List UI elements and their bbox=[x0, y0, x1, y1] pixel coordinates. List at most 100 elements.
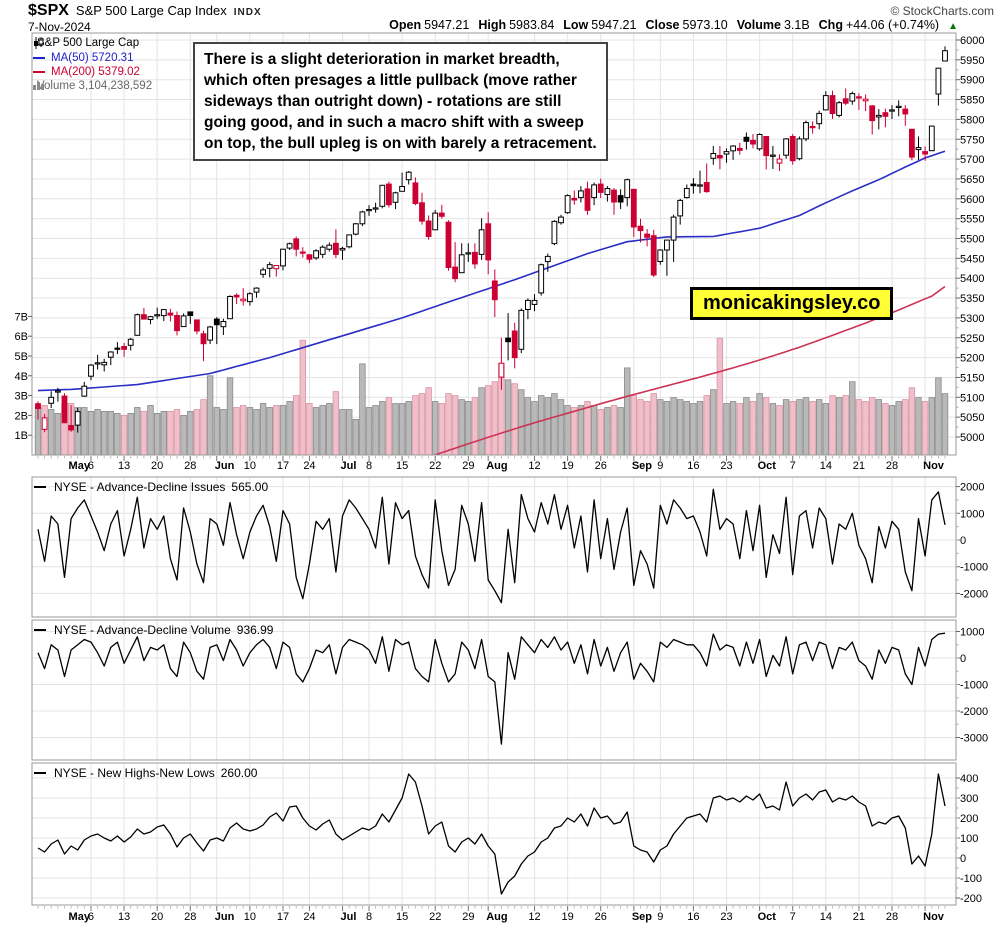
ticker-symbol: $SPX bbox=[28, 2, 69, 19]
price-axis-label: 5350 bbox=[960, 293, 984, 305]
price-axis-label: 5550 bbox=[960, 214, 984, 226]
line-swatch bbox=[34, 772, 46, 774]
x-axis-date-label: 26 bbox=[595, 911, 607, 923]
x-axis-date-label: 15 bbox=[396, 911, 408, 923]
price-axis-label: 5950 bbox=[960, 55, 984, 67]
indicator-axis-label: 0 bbox=[960, 535, 966, 547]
indicator-line-1 bbox=[37, 488, 946, 604]
price-axis-label: 5700 bbox=[960, 154, 984, 166]
x-axis-date-label: 20 bbox=[151, 911, 163, 923]
panel1-axis: 2000 1000 0 -1000 -2000 bbox=[956, 482, 988, 600]
x-axis-date-label: 13 bbox=[118, 911, 130, 923]
price-axis-label: 5100 bbox=[960, 392, 984, 404]
x-axis-date-label: 17 bbox=[277, 460, 289, 472]
indicator-axis-label: -1000 bbox=[960, 680, 988, 692]
price-axis: 5000 5050 5100 5150 5200 5250 5300 5350 5400 5450… bbox=[956, 35, 984, 444]
indicator-axis-label: -2000 bbox=[960, 706, 988, 718]
plot-borders bbox=[31, 32, 957, 906]
indicator-axis-label: -100 bbox=[960, 873, 982, 885]
price-axis-label: 5650 bbox=[960, 174, 984, 186]
indicator-axis-label: 0 bbox=[960, 653, 966, 665]
x-axis-date-label: 10 bbox=[244, 911, 256, 923]
x-axis-date-label: 28 bbox=[886, 460, 898, 472]
x-axis-month-label: Oct bbox=[758, 911, 777, 923]
header-title-row: $SPX S&P 500 Large Cap Index INDX bbox=[28, 2, 262, 20]
x-axis-month-label: Aug bbox=[486, 460, 507, 472]
x-axis-date-label: 24 bbox=[303, 460, 315, 472]
x-axis-month-label: May bbox=[69, 911, 91, 923]
ticker-exchange: INDX bbox=[233, 7, 262, 18]
x-axis-date-label: 20 bbox=[151, 460, 163, 472]
indicator-axis-label: 100 bbox=[960, 833, 978, 845]
ma50-line-swatch bbox=[33, 57, 45, 59]
indicator-axis-label: -3000 bbox=[960, 733, 988, 745]
x-axis-month-label: Jul bbox=[341, 460, 357, 472]
x-axis-month-label: May bbox=[69, 460, 91, 472]
x-axis-date-label: 28 bbox=[184, 460, 196, 472]
x-axis-date-label: 8 bbox=[366, 460, 372, 472]
x-axis-date-label: 7 bbox=[790, 911, 796, 923]
x-axis-date-label: 22 bbox=[429, 460, 441, 472]
quote-date: 7-Nov-2024 bbox=[28, 20, 91, 34]
price-axis-label: 5050 bbox=[960, 412, 984, 424]
quote-open: Open 5947.21 bbox=[389, 18, 470, 32]
price-axis-label: 6000 bbox=[960, 35, 984, 47]
x-axis-month-label: Jun bbox=[215, 911, 235, 923]
indicator-axis-label: -200 bbox=[960, 893, 982, 905]
x-axis-date-label: 7 bbox=[790, 460, 796, 472]
main-legend-series: S&P 500 Large Cap bbox=[33, 37, 139, 49]
x-axis-date-label: 12 bbox=[528, 460, 540, 472]
indicator-axis-label: -1000 bbox=[960, 562, 988, 574]
x-axis-date-label: 23 bbox=[720, 460, 732, 472]
line-swatch bbox=[34, 486, 46, 488]
indicator-line-3 bbox=[37, 773, 946, 895]
quote-change: Chg +44.06 (+0.74%) bbox=[818, 18, 940, 32]
volume-axis-label: 6B bbox=[15, 331, 28, 343]
indicator-axis-label: 2000 bbox=[960, 482, 984, 494]
price-axis-label: 5600 bbox=[960, 194, 984, 206]
volume-axis-label: 1B bbox=[15, 430, 28, 442]
ma200-line-swatch bbox=[33, 71, 45, 73]
x-axis-date-label: 26 bbox=[595, 460, 607, 472]
candlesticks bbox=[35, 46, 948, 433]
volume-axis-label: 7B bbox=[15, 311, 28, 323]
indicator-axis-label: -2000 bbox=[960, 588, 988, 600]
stockcharts-credit: © StockCharts.com bbox=[890, 4, 994, 18]
panel3-grid bbox=[32, 763, 956, 905]
price-axis-label: 5250 bbox=[960, 333, 984, 345]
x-axis-date-label: 24 bbox=[303, 911, 315, 923]
volume-axis-label: 4B bbox=[15, 371, 28, 383]
panel2-legend: NYSE - Advance-Decline Volume 936.99 bbox=[34, 623, 273, 637]
x-axis-month-label: Sep bbox=[632, 911, 652, 923]
price-axis-label: 5750 bbox=[960, 134, 984, 146]
price-axis-label: 5900 bbox=[960, 75, 984, 87]
panel2-axis: 1000 0 -1000 -2000 -3000 bbox=[956, 627, 988, 745]
x-axis-month-label: Nov bbox=[923, 911, 945, 923]
quote-volume: Volume 3.1B bbox=[736, 18, 810, 32]
x-axis-date-label: 14 bbox=[820, 460, 832, 472]
x-axis-date-label: 28 bbox=[886, 911, 898, 923]
x-axis-date-label: 21 bbox=[853, 460, 865, 472]
panel3-axis: 400 300 200 100 0 -100 -200 bbox=[956, 773, 982, 905]
quote-close: Close 5973.10 bbox=[645, 18, 728, 32]
volume-axis-label: 5B bbox=[15, 351, 28, 363]
x-axis-date-label: 6 bbox=[88, 460, 94, 472]
x-axis-date-label: 9 bbox=[657, 911, 663, 923]
x-axis-month-label: Nov bbox=[923, 460, 945, 472]
main-legend-ma200: MA(200) 5379.02 bbox=[33, 66, 140, 78]
x-axis-date-label: 10 bbox=[244, 460, 256, 472]
price-axis-label: 5150 bbox=[960, 372, 984, 384]
panel3-legend: NYSE - New Highs-New Lows 260.00 bbox=[34, 766, 257, 780]
indicator-axis-label: 300 bbox=[960, 793, 978, 805]
x-axis-date-label: 12 bbox=[528, 911, 540, 923]
indicator-axis-label: 0 bbox=[960, 853, 966, 865]
watermark: monicakingsley.co bbox=[690, 287, 894, 320]
x-axis-date-label: 19 bbox=[562, 460, 574, 472]
price-axis-label: 5400 bbox=[960, 273, 984, 285]
price-axis-label: 5850 bbox=[960, 95, 984, 107]
indicator-axis-label: 200 bbox=[960, 813, 978, 825]
